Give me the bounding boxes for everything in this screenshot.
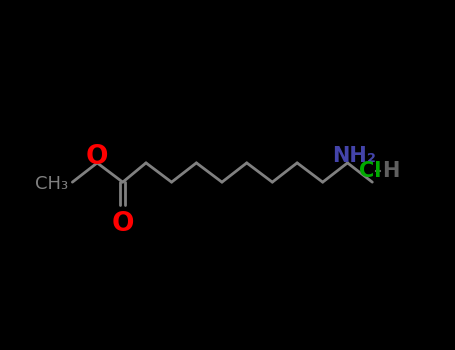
Text: CH₃: CH₃: [35, 175, 69, 194]
Text: O: O: [86, 145, 108, 170]
Text: Cl: Cl: [359, 161, 381, 181]
Text: NH₂: NH₂: [332, 146, 376, 166]
Text: O: O: [111, 211, 134, 237]
Text: H: H: [382, 161, 400, 181]
